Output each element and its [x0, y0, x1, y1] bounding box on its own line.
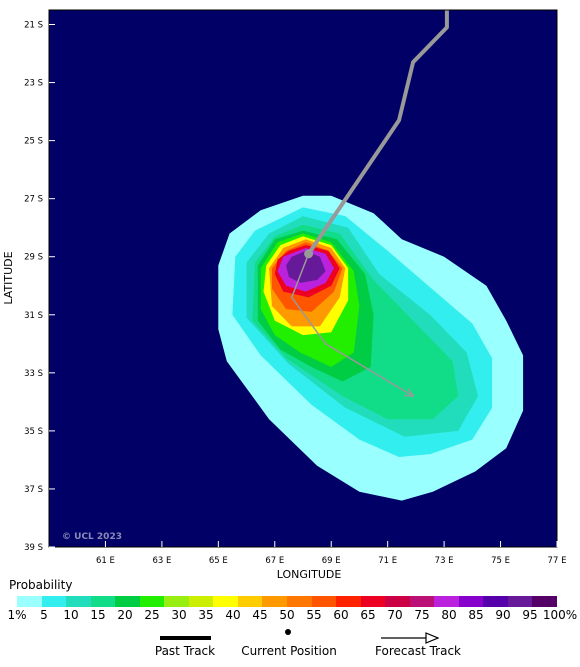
y-tick-label: 31 S [24, 311, 43, 321]
legend-swatch [41, 596, 67, 607]
legend-swatch [287, 596, 312, 607]
x-axis-title: LONGITUDE [277, 568, 342, 581]
legend-label: 70 [387, 608, 403, 622]
legend-label: 85 [468, 608, 484, 622]
legend-label: 40 [225, 608, 241, 622]
y-tick-label: 27 S [24, 195, 43, 205]
legend-label: 80 [441, 608, 457, 622]
past-track-label: Past Track [154, 644, 216, 658]
legend-swatch [188, 596, 214, 607]
legend-label: 5 [40, 608, 48, 622]
x-tick-label: 75 E [491, 556, 510, 566]
y-tick-label: 29 S [24, 253, 43, 263]
x-tick-label: 71 E [378, 556, 397, 566]
y-tick-label: 21 S [24, 21, 43, 31]
y-tick-label: 37 S [24, 485, 43, 495]
legend-label: 1% [7, 608, 27, 622]
x-tick-label: 67 E [265, 556, 284, 566]
legend-label: 90 [495, 608, 511, 622]
storm-tracks [290, 10, 449, 396]
legend-swatch [483, 596, 508, 607]
legend-swatch [262, 596, 288, 607]
legend-label: 50 [279, 608, 295, 622]
y-tick-label: 23 S [24, 79, 43, 89]
legend-label: 55 [306, 608, 322, 622]
legend-swatch [237, 596, 263, 607]
legend-swatch [164, 596, 189, 607]
forecast-track-label: Forecast Track [375, 644, 461, 658]
legend-label: 15 [90, 608, 106, 622]
legend-swatch [434, 596, 459, 607]
legend-label: 35 [198, 608, 214, 622]
legend-title: Probability [9, 578, 73, 592]
x-tick-label: 77 E [548, 556, 567, 566]
legend-swatch [532, 596, 558, 607]
legend-swatch [385, 596, 410, 607]
legend-swatch [311, 596, 337, 607]
track-key [160, 629, 438, 638]
y-tick-label: 35 S [24, 427, 43, 437]
legend-swatch [409, 596, 435, 607]
legend-label: 75 [414, 608, 430, 622]
legend-label: 30 [171, 608, 187, 622]
axis-ticks: 61 E 63 E 65 E 67 E 69 E 71 E 73 E 75 E 77 E 21 S… [24, 21, 566, 566]
y-tick-label: 25 S [24, 137, 43, 147]
x-tick-label: 61 E [96, 556, 115, 566]
legend-swatch [115, 596, 140, 607]
legend-label: 95 [522, 608, 538, 622]
legend-label: 20 [117, 608, 133, 622]
probability-zone-90-percent [286, 250, 326, 283]
legend-label: 10 [63, 608, 79, 622]
legend-label: 25 [144, 608, 160, 622]
legend-swatch [458, 596, 484, 607]
current-position-marker [304, 249, 314, 259]
legend-swatch [507, 596, 533, 607]
legend-label: 60 [333, 608, 349, 622]
current-position-label: Current Position [241, 644, 337, 658]
y-tick-label: 33 S [24, 369, 43, 379]
probability-zones [218, 195, 524, 501]
x-tick-label: 65 E [209, 556, 228, 566]
forecast-track-line [290, 253, 413, 396]
x-tick-label: 63 E [152, 556, 171, 566]
legend-label: 100% [542, 608, 578, 622]
current-position-symbol [285, 629, 291, 635]
legend-swatch [139, 596, 165, 607]
x-tick-label: 73 E [435, 556, 454, 566]
x-tick-label: 69 E [322, 556, 341, 566]
copyright-notice: © UCL 2023 [62, 532, 122, 542]
y-tick-label: 39 S [24, 543, 43, 553]
legend-swatch [213, 596, 238, 607]
legend-swatch [90, 596, 116, 607]
legend-swatch [360, 596, 386, 607]
past-track-line [306, 10, 449, 255]
y-axis-title: LATITUDE [2, 251, 15, 304]
legend-label: 45 [252, 608, 268, 622]
probability-color-scale [17, 596, 558, 607]
legend-swatch [66, 596, 91, 607]
map-frame [48, 9, 558, 548]
legend-swatch [17, 596, 42, 607]
legend-swatch [336, 596, 361, 607]
legend-label: 65 [360, 608, 376, 622]
